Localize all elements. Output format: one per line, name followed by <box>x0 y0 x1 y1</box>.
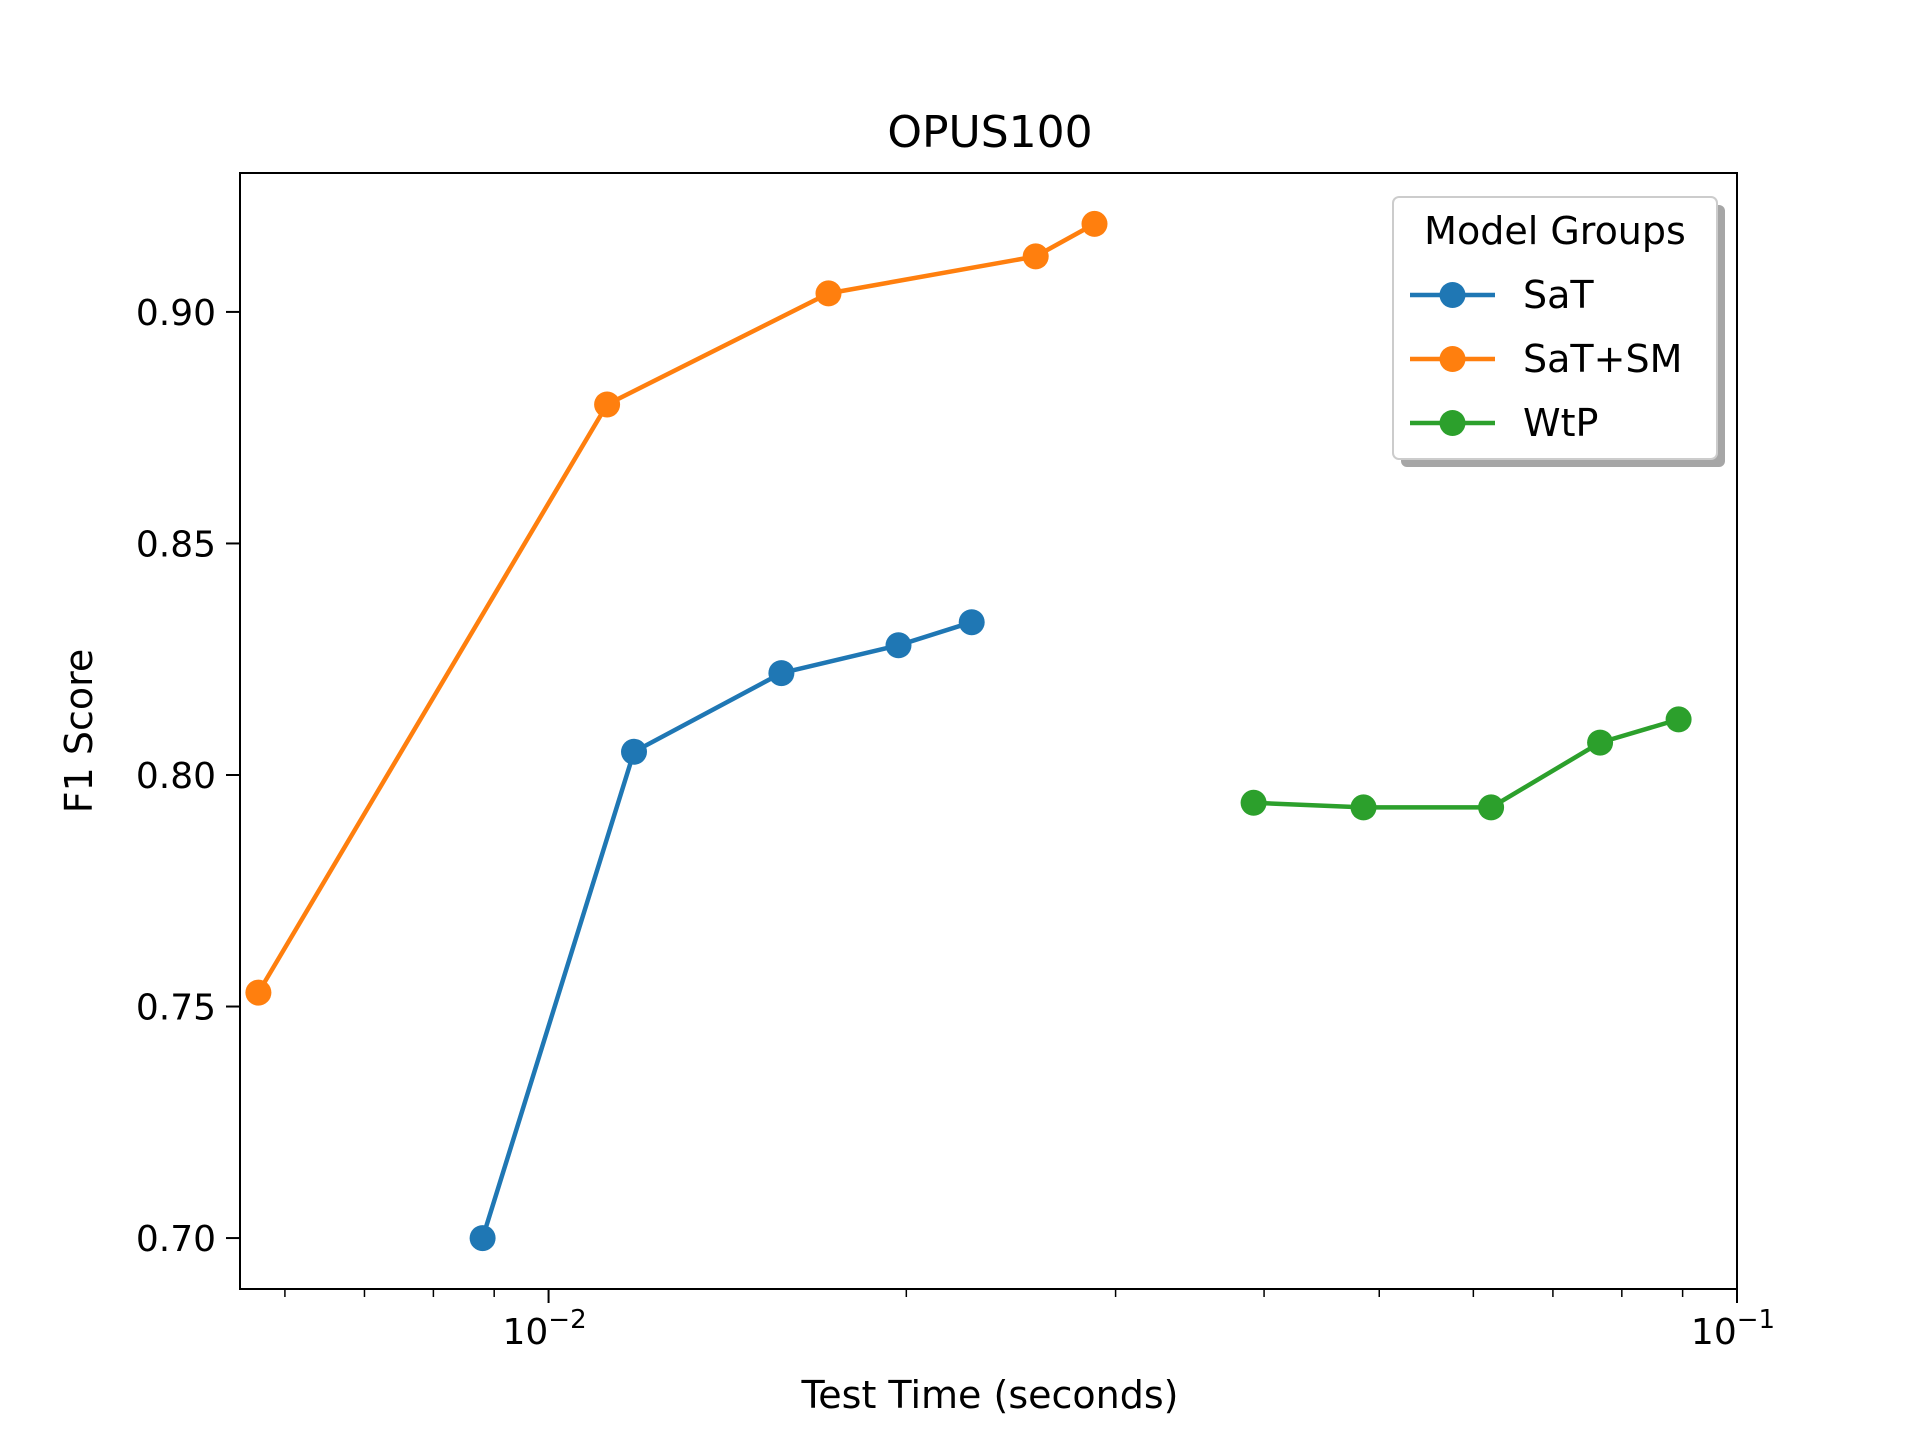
data-point-wtp <box>1350 794 1377 821</box>
legend-marker-sat-sm <box>1439 346 1466 372</box>
x-axis-label: Test Time (seconds) <box>801 1373 1179 1417</box>
data-point-wtp <box>1478 794 1505 821</box>
legend-box <box>1392 196 1718 460</box>
y-tick-label: 0.85 <box>136 524 216 565</box>
legend: Model Groups SaT SaT+SM WtP <box>1392 196 1725 467</box>
y-axis-label: F1 Score <box>57 649 101 814</box>
y-tick-label: 0.80 <box>136 756 216 797</box>
data-point-sat-sm <box>245 979 272 1006</box>
y-tick-label: 0.70 <box>136 1219 216 1260</box>
y-axis-ticks: 0.70 0.75 0.80 0.85 0.90 <box>136 293 240 1260</box>
data-point-wtp <box>1240 789 1267 816</box>
plot-frame <box>239 172 1738 1290</box>
legend-marker-sat <box>1439 282 1466 308</box>
y-tick-label: 0.75 <box>136 988 216 1029</box>
data-point-sat <box>621 738 647 765</box>
legend-entries: SaT SaT+SM WtP <box>1410 273 1682 445</box>
legend-marker-wtp <box>1439 410 1466 436</box>
plot-area <box>245 210 1692 1252</box>
legend-label-sat: SaT <box>1523 273 1594 317</box>
data-point-sat-sm <box>1081 210 1108 237</box>
data-point-wtp <box>1665 706 1692 733</box>
data-point-sat-sm <box>815 280 842 307</box>
chart-title: OPUS100 <box>887 107 1092 158</box>
data-point-wtp <box>1587 729 1614 756</box>
data-point-sat-sm <box>594 391 621 418</box>
legend-label-sat-sm: SaT+SM <box>1523 337 1682 381</box>
x-tick-label: 10−2 <box>502 1305 586 1353</box>
data-point-sat <box>958 609 985 636</box>
legend-label-wtp: WtP <box>1523 401 1598 445</box>
x-axis-ticks: 10−2 10−1 <box>284 1289 1775 1353</box>
data-point-sat <box>768 660 795 687</box>
data-point-sat-sm <box>1022 243 1049 270</box>
y-tick-label: 0.90 <box>136 293 216 334</box>
legend-title: Model Groups <box>1424 209 1686 253</box>
data-point-sat <box>885 632 912 659</box>
data-point-sat <box>469 1225 496 1252</box>
